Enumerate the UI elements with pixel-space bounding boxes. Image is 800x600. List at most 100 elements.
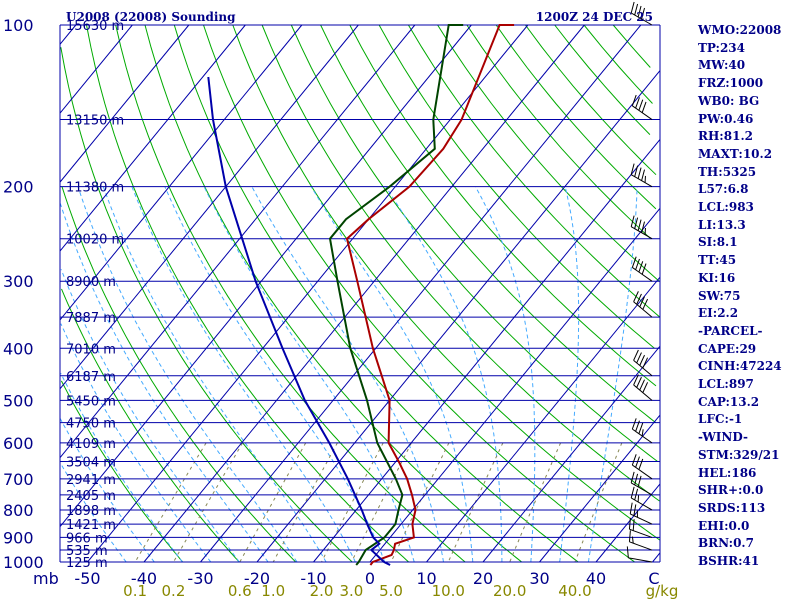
- isotherm: [59, 24, 190, 183]
- wind-barb-flag: [636, 293, 642, 305]
- index-value: SW:75: [698, 288, 741, 303]
- mixing-ratio-line: [239, 442, 307, 563]
- dry-adiabat: [232, 24, 660, 541]
- dry-adiabat: [290, 24, 658, 462]
- index-value: LCL:897: [698, 377, 754, 391]
- wind-barb-flag: [636, 352, 642, 364]
- isotherm: [652, 552, 661, 563]
- index-value: WMO:22008: [698, 23, 782, 37]
- wind-barb-flag: [630, 1, 635, 14]
- height-label: 6187 m: [66, 370, 116, 385]
- index-value: TT:45: [698, 253, 737, 268]
- mixing-ratio-label: 3.0: [340, 582, 364, 600]
- index-value: PW:0.46: [698, 111, 754, 126]
- temperature-tick-label: -50: [74, 569, 100, 588]
- dewpoint-line: [328, 24, 464, 566]
- wind-barb-flag: [637, 475, 642, 488]
- valid-time: 1200Z 24 DEC 25: [536, 10, 653, 24]
- wind-barb-flag: [638, 99, 644, 111]
- temperature-tick-label: 30: [529, 569, 549, 588]
- dry-adiabat: [261, 24, 660, 502]
- mixing-ratio-label: 10.0: [432, 582, 465, 600]
- wind-barb-flag: [634, 217, 639, 229]
- wind-barb-flag: [637, 167, 642, 179]
- height-label: 1898 m: [66, 504, 116, 519]
- index-value: EI:2.2: [698, 306, 739, 321]
- isotherm: [59, 24, 133, 114]
- wind-barb-flag: [637, 219, 642, 231]
- mixing-ratio-label: 40.0: [558, 582, 591, 600]
- wind-barb-flag: [635, 456, 640, 468]
- pressure-label: 500: [3, 391, 34, 410]
- pressure-label: 1000: [3, 553, 44, 572]
- dry-adiabat: [349, 24, 657, 387]
- wind-barb: [633, 374, 653, 401]
- isotherm: [482, 345, 661, 563]
- mixing-ratio-label: 2.0: [310, 582, 334, 600]
- pressure-label: 800: [3, 501, 34, 520]
- index-value: MAXT:10.2: [698, 146, 773, 161]
- height-label: 125 m: [66, 556, 108, 571]
- index-value: STM:329/21: [698, 447, 780, 462]
- height-label: 1421 m: [66, 518, 116, 533]
- wind-barb: [633, 349, 653, 377]
- wind-barb-flag: [641, 221, 645, 233]
- wind-barb-flag: [629, 502, 633, 515]
- height-label: 2405 m: [66, 489, 116, 504]
- isotherm: [59, 24, 77, 45]
- wind-barb: [631, 94, 653, 120]
- temperature-line: [345, 24, 515, 566]
- mixing-ratio-line: [447, 442, 504, 563]
- wind-barb-flag: [630, 163, 635, 175]
- wind-barb-flag: [641, 7, 645, 20]
- isotherm: [59, 24, 416, 459]
- wind-barb-flag: [642, 298, 649, 310]
- index-value: -PARCEL-: [698, 323, 763, 338]
- isotherm: [595, 483, 661, 563]
- wind-barb-flag: [633, 504, 637, 516]
- temperature-tick-label: -20: [244, 569, 270, 588]
- index-value: CAPE:29: [698, 341, 757, 356]
- pressure-label: 900: [3, 528, 34, 547]
- mixing-ratio-label: 0.6: [228, 582, 252, 600]
- wind-barb: [631, 256, 653, 282]
- height-label: 7887 m: [66, 311, 116, 326]
- index-value: WB0: BG: [698, 93, 760, 108]
- mixing-ratio-label: 0.2: [162, 582, 186, 600]
- wind-barb: [631, 454, 653, 480]
- temperature-tick-label: 40: [586, 569, 606, 588]
- x-axis-label: C: [648, 569, 659, 588]
- wind-barb-flag: [641, 429, 644, 437]
- moist-adiabat: [59, 418, 155, 563]
- index-value: KI:16: [698, 270, 736, 285]
- height-label: 2941 m: [66, 473, 116, 488]
- temperature-tick-label: -10: [300, 569, 326, 588]
- index-value: TH:5325: [698, 164, 757, 179]
- height-label: 3504 m: [66, 456, 116, 471]
- dry-adiabat: [583, 24, 653, 104]
- wind-barb-flag: [631, 536, 634, 544]
- index-value: HEL:186: [698, 465, 757, 480]
- wind-barb-flag: [631, 454, 637, 466]
- wind-barb-staff: [629, 541, 653, 551]
- temperature-tick-label: 0: [365, 569, 375, 588]
- pressure-label: 700: [3, 470, 34, 489]
- index-value: SHR+:0.0: [698, 483, 764, 498]
- mixing-ratio-label: 0.1: [123, 582, 147, 600]
- isotherm: [200, 24, 642, 563]
- parcel-line: [207, 76, 391, 566]
- height-label: 8900 m: [66, 275, 116, 290]
- dry-adiabat: [61, 288, 240, 563]
- wind-barb: [630, 1, 653, 26]
- height-label: 7010 m: [66, 342, 116, 357]
- wind-barb-flag: [634, 488, 639, 501]
- dry-adiabat: [320, 24, 657, 423]
- wind-barb-flag: [631, 94, 637, 106]
- wind-barb: [628, 517, 653, 538]
- index-value: SI:8.1: [698, 235, 738, 250]
- wind-barb-flag: [633, 291, 639, 302]
- index-value: BSHR:41: [698, 554, 760, 568]
- wind-barb-staff: [633, 301, 653, 318]
- moist-adiabat: [60, 269, 240, 563]
